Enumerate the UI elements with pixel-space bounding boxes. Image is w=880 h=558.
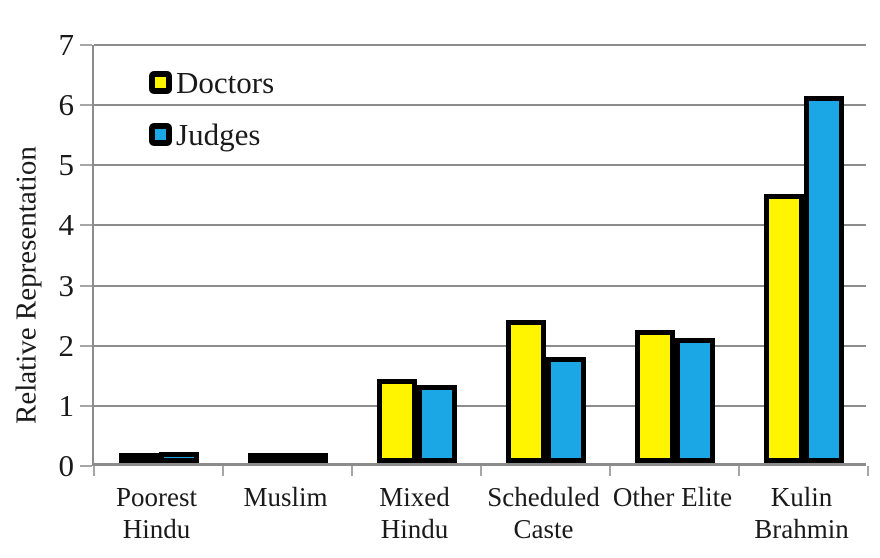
y-tick-label-1: 1 bbox=[58, 388, 75, 423]
gridline-7 bbox=[94, 44, 866, 46]
y-tick-label-7: 7 bbox=[58, 27, 75, 62]
bar-judges-2 bbox=[417, 385, 457, 463]
y-tick-2 bbox=[80, 345, 92, 347]
x-tick-6 bbox=[867, 466, 869, 476]
category-label-line: Poorest bbox=[116, 482, 197, 512]
category-label-line: Other Elite bbox=[612, 482, 733, 512]
category-label-0: Poorest Hindu bbox=[92, 481, 221, 545]
x-tick-0 bbox=[93, 466, 95, 476]
y-tick-label-0: 0 bbox=[58, 448, 75, 483]
x-tick-2 bbox=[351, 466, 353, 476]
x-tick-5 bbox=[738, 466, 740, 476]
category-label-line: Brahmin bbox=[754, 514, 849, 544]
legend-label-judges: Judges bbox=[176, 116, 261, 152]
y-tick-6 bbox=[80, 104, 92, 106]
category-label-line: Kulin bbox=[770, 482, 833, 512]
legend: Doctors Judges bbox=[149, 67, 274, 174]
y-tick-7 bbox=[80, 44, 92, 46]
doctors-swatch-icon bbox=[149, 70, 172, 94]
x-tick-3 bbox=[480, 466, 482, 476]
category-label-3: Scheduled Caste bbox=[479, 481, 608, 545]
bar-judges-1 bbox=[288, 453, 328, 463]
bar-doctors-5 bbox=[764, 194, 804, 463]
legend-item-doctors: Doctors bbox=[149, 67, 274, 98]
category-label-line: Hindu bbox=[380, 514, 449, 544]
category-label-line: Hindu bbox=[122, 514, 191, 544]
bar-judges-3 bbox=[546, 357, 586, 463]
y-tick-label-4: 4 bbox=[58, 207, 75, 242]
bar-judges-5 bbox=[804, 96, 844, 463]
bar-doctors-0 bbox=[119, 453, 159, 463]
y-tick-label-6: 6 bbox=[58, 87, 75, 122]
category-label-1: Muslim bbox=[221, 481, 350, 513]
category-label-line: Caste bbox=[513, 514, 574, 544]
gridline-6 bbox=[94, 104, 866, 106]
gridline-1 bbox=[94, 405, 866, 407]
y-tick-3 bbox=[80, 285, 92, 287]
doctors-swatch-fill bbox=[155, 76, 166, 88]
bar-doctors-2 bbox=[377, 379, 417, 463]
y-tick-5 bbox=[80, 164, 92, 166]
bar-judges-4 bbox=[675, 338, 715, 463]
x-tick-1 bbox=[222, 466, 224, 476]
gridline-2 bbox=[94, 345, 866, 347]
judges-swatch-icon bbox=[149, 122, 172, 146]
category-label-line: Mixed bbox=[379, 482, 450, 512]
legend-item-judges: Judges bbox=[149, 119, 274, 150]
category-label-2: Mixed Hindu bbox=[350, 481, 479, 545]
bar-doctors-3 bbox=[506, 320, 546, 463]
y-tick-label-5: 5 bbox=[58, 147, 75, 182]
bar-doctors-4 bbox=[635, 330, 675, 463]
bar-judges-0 bbox=[159, 452, 199, 463]
y-tick-label-3: 3 bbox=[58, 268, 75, 303]
category-label-line: Muslim bbox=[243, 482, 328, 512]
x-tick-4 bbox=[609, 466, 611, 476]
gridline-5 bbox=[94, 164, 866, 166]
gridline-4 bbox=[94, 224, 866, 226]
bar-doctors-1 bbox=[248, 453, 288, 463]
y-tick-label-2: 2 bbox=[58, 328, 75, 363]
y-tick-0 bbox=[80, 465, 92, 467]
gridline-3 bbox=[94, 285, 866, 287]
judges-swatch-fill bbox=[155, 128, 166, 140]
y-tick-4 bbox=[80, 224, 92, 226]
category-label-line: Scheduled bbox=[487, 482, 600, 512]
category-label-5: Kulin Brahmin bbox=[737, 481, 866, 545]
category-label-4: Other Elite bbox=[608, 481, 737, 513]
legend-label-doctors: Doctors bbox=[176, 64, 275, 100]
y-tick-1 bbox=[80, 405, 92, 407]
plot-area bbox=[80, 44, 869, 476]
